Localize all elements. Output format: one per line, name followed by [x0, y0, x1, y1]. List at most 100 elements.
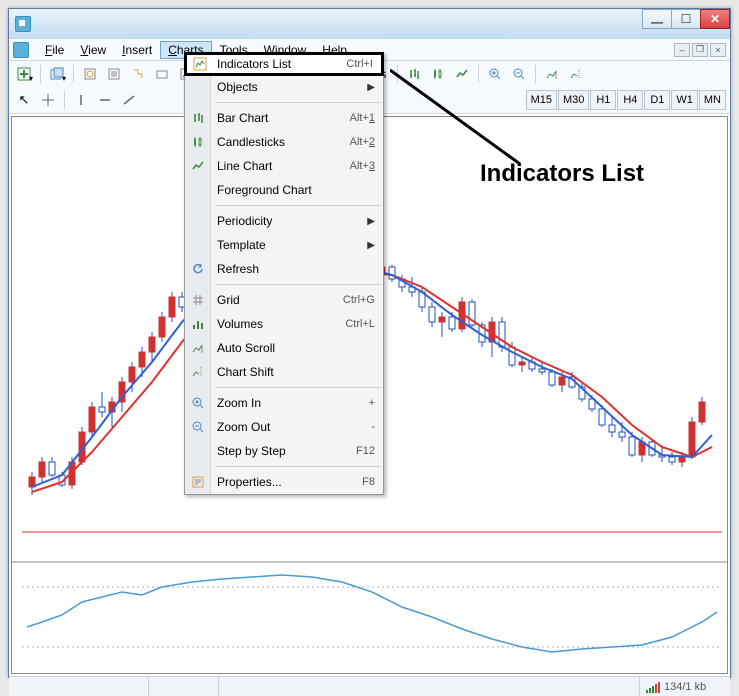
candlestick-icon	[190, 134, 206, 150]
menu-item-shortcut: F12	[356, 445, 375, 457]
annotation-arrow	[390, 64, 540, 174]
terminal-button[interactable]	[151, 63, 173, 85]
menu-item-label: Grid	[217, 293, 343, 307]
menu-item-shortcut: Alt+3	[350, 160, 375, 172]
menu-item-shortcut: -	[371, 421, 375, 433]
auto-scroll-button[interactable]	[541, 63, 563, 85]
menu-item-zoom-in[interactable]: Zoom In+	[185, 391, 383, 415]
status-panel-1	[9, 677, 149, 696]
mdi-document-icon	[13, 42, 29, 58]
status-panel-3	[219, 677, 640, 696]
chart-shift-icon	[190, 364, 206, 380]
timeframe-h4[interactable]: H4	[617, 90, 643, 110]
menu-file[interactable]: File	[37, 41, 72, 59]
menu-item-label: Indicators List	[217, 57, 346, 71]
timeframe-mn[interactable]: MN	[699, 90, 726, 110]
menu-item-shortcut: Ctrl+G	[343, 294, 375, 306]
zoom-in-icon	[190, 395, 206, 411]
connection-text: 134/1 kb	[664, 681, 706, 693]
menu-item-shortcut: F8	[362, 476, 375, 488]
menu-item-label: Objects	[217, 80, 367, 94]
data-window-button[interactable]	[103, 63, 125, 85]
crosshair-button[interactable]	[37, 89, 59, 111]
auto-scroll-icon	[190, 340, 206, 356]
grid-icon	[190, 292, 206, 308]
menu-item-objects[interactable]: Objects▶	[185, 75, 383, 99]
trendline-button[interactable]	[118, 89, 140, 111]
menu-item-label: Candlesticks	[217, 135, 350, 149]
menu-item-label: Foreground Chart	[217, 183, 375, 197]
menu-item-indicators-list[interactable]: Indicators ListCtrl+I	[184, 52, 384, 76]
menu-item-label: Volumes	[217, 317, 345, 331]
menu-item-bar-chart[interactable]: Bar ChartAlt+1	[185, 106, 383, 130]
menu-item-foreground-chart[interactable]: Foreground Chart	[185, 178, 383, 202]
menu-item-label: Properties...	[217, 475, 362, 489]
chart-shift-button[interactable]	[565, 63, 587, 85]
menu-item-zoom-out[interactable]: Zoom Out-	[185, 415, 383, 439]
maximize-button[interactable]	[671, 9, 701, 29]
market-watch-button[interactable]	[79, 63, 101, 85]
menu-item-shortcut: Ctrl+I	[346, 58, 373, 70]
mdi-minimize-button[interactable]: –	[674, 43, 690, 57]
cursor-button[interactable]: ↖	[13, 89, 35, 111]
timeframe-h1[interactable]: H1	[590, 90, 616, 110]
menu-item-grid[interactable]: GridCtrl+G	[185, 288, 383, 312]
timeframe-w1[interactable]: W1	[671, 90, 698, 110]
bar-chart-icon	[190, 110, 206, 126]
menu-insert[interactable]: Insert	[114, 41, 160, 59]
menu-item-label: Zoom Out	[217, 420, 371, 434]
horizontal-line-button[interactable]	[94, 89, 116, 111]
menu-item-chart-shift[interactable]: Chart Shift	[185, 360, 383, 384]
menu-item-shortcut: +	[369, 397, 375, 409]
navigator-button[interactable]	[127, 63, 149, 85]
titlebar	[9, 9, 730, 39]
menu-item-label: Zoom In	[217, 396, 369, 410]
minimize-button[interactable]	[642, 9, 672, 29]
charts-menu-dropdown: Indicators ListCtrl+IObjects▶Bar ChartAl…	[184, 52, 384, 495]
menu-item-label: Bar Chart	[217, 111, 350, 125]
menu-item-shortcut: Ctrl+L	[345, 318, 375, 330]
vertical-line-button[interactable]	[70, 89, 92, 111]
menu-view[interactable]: View	[72, 41, 114, 59]
menu-item-candlesticks[interactable]: CandlesticksAlt+2	[185, 130, 383, 154]
new-chart-button[interactable]: ▾	[13, 63, 35, 85]
menu-item-auto-scroll[interactable]: Auto Scroll	[185, 336, 383, 360]
status-panel-2	[149, 677, 219, 696]
app-icon	[15, 16, 31, 32]
annotation-label: Indicators List	[480, 160, 644, 188]
profiles-button[interactable]: ▾	[46, 63, 68, 85]
timeframe-m30[interactable]: M30	[558, 90, 589, 110]
mdi-close-button[interactable]: ×	[710, 43, 726, 57]
menu-item-properties[interactable]: Properties...F8	[185, 470, 383, 494]
menu-item-refresh[interactable]: Refresh	[185, 257, 383, 281]
menu-item-step-by-step[interactable]: Step by StepF12	[185, 439, 383, 463]
close-button[interactable]	[700, 9, 730, 29]
menu-item-template[interactable]: Template▶	[185, 233, 383, 257]
menu-item-label: Template	[217, 238, 367, 252]
menu-item-label: Chart Shift	[217, 365, 375, 379]
zoom-out-icon	[190, 419, 206, 435]
properties-icon	[190, 474, 206, 490]
menu-item-volumes[interactable]: VolumesCtrl+L	[185, 312, 383, 336]
menu-item-label: Line Chart	[217, 159, 350, 173]
refresh-icon	[190, 261, 206, 277]
window-controls	[643, 9, 730, 29]
timeframe-d1[interactable]: D1	[644, 90, 670, 110]
mdi-controls: – ❐ ×	[672, 43, 726, 57]
volumes-icon	[190, 316, 206, 332]
statusbar: 134/1 kb	[9, 676, 730, 696]
connection-status[interactable]: 134/1 kb	[640, 677, 730, 696]
menu-item-shortcut: Alt+1	[350, 112, 375, 124]
menu-item-periodicity[interactable]: Periodicity▶	[185, 209, 383, 233]
mdi-restore-button[interactable]: ❐	[692, 43, 708, 57]
submenu-arrow-icon: ▶	[367, 82, 375, 93]
menu-item-label: Periodicity	[217, 214, 367, 228]
menu-item-line-chart[interactable]: Line ChartAlt+3	[185, 154, 383, 178]
line-chart-icon	[190, 158, 206, 174]
menu-item-label: Refresh	[217, 262, 375, 276]
menu-item-label: Step by Step	[217, 444, 356, 458]
connection-bars-icon	[646, 681, 660, 693]
menu-item-shortcut: Alt+2	[350, 136, 375, 148]
submenu-arrow-icon: ▶	[367, 216, 375, 227]
submenu-arrow-icon: ▶	[367, 240, 375, 251]
